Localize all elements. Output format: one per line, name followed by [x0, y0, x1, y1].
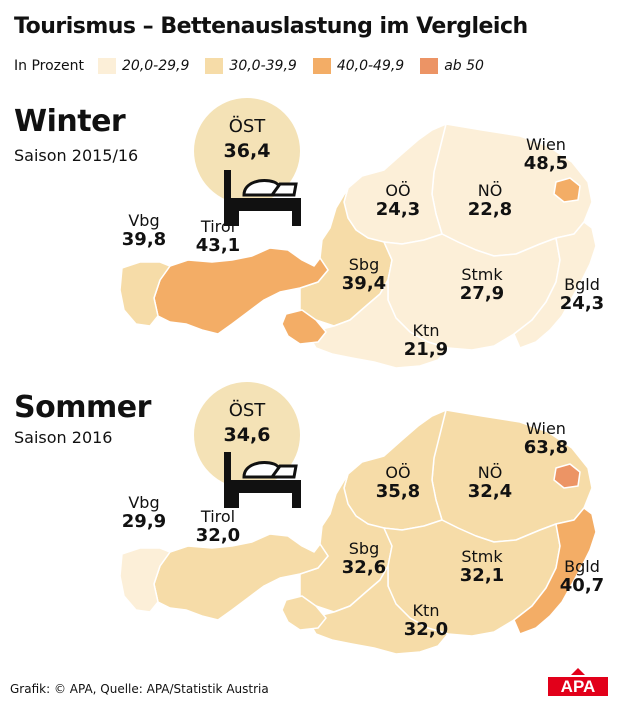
legend-unit: In Prozent: [14, 58, 84, 74]
winter-subtitle: Saison 2015/16: [14, 146, 139, 165]
region-osttirol: [281, 595, 327, 631]
label-stmk: Stmk 32,1: [459, 547, 505, 587]
legend: In Prozent 20,0-29,9 30,0-39,9 40,0-49,9…: [14, 58, 492, 74]
region-osttirol: [281, 309, 327, 345]
region-vbg: [119, 547, 171, 613]
legend-label: 30,0-39,9: [229, 58, 297, 74]
winter-map: [119, 123, 597, 369]
sommer-title: Sommer: [14, 390, 151, 425]
label-wien: Wien 48,5: [523, 135, 569, 175]
bed-icon: [224, 170, 301, 226]
label-noe: NÖ 32,4: [467, 463, 513, 503]
legend-item: 40,0-49,9: [312, 58, 405, 74]
label-ktn: Ktn 21,9: [403, 321, 449, 361]
label-noe: NÖ 22,8: [467, 181, 513, 221]
winter-title: Winter: [14, 104, 126, 139]
region-vbg: [119, 261, 171, 327]
label-stmk: Stmk 27,9: [459, 265, 505, 305]
sommer-subtitle: Saison 2016: [14, 428, 113, 447]
region-bgld: [513, 507, 597, 635]
legend-label: 40,0-49,9: [336, 58, 405, 74]
region-wien: [553, 463, 581, 489]
chart-title: Tourismus – Bettenauslastung im Vergleic…: [14, 14, 528, 39]
region-tirol: [153, 247, 329, 335]
label-sbg: Sbg 32,6: [341, 539, 387, 579]
label-wien: Wien 63,8: [523, 419, 569, 459]
total-name: ÖST: [228, 116, 266, 137]
logo-text: APA: [561, 677, 596, 696]
label-ooe: OÖ 24,3: [375, 181, 421, 221]
label-sbg: Sbg 39,4: [341, 255, 387, 295]
legend-item: 20,0-29,9: [98, 58, 189, 74]
legend-item: ab 50: [420, 58, 484, 74]
region-ktn: [309, 279, 449, 369]
legend-label: 20,0-29,9: [122, 58, 190, 74]
label-vbg: Vbg 29,9: [121, 493, 167, 533]
label-bgld: Bgld 40,7: [559, 557, 605, 597]
label-tirol: Tirol 32,0: [195, 507, 241, 547]
legend-swatch: [205, 58, 224, 74]
label-tirol: Tirol 43,1: [195, 217, 241, 257]
label-vbg: Vbg 39,8: [121, 211, 167, 251]
total-value: 34,6: [223, 424, 271, 446]
sommer-map: [119, 409, 597, 655]
region-bgld: [513, 221, 597, 349]
bed-icon: [224, 452, 301, 508]
legend-label: ab 50: [444, 58, 484, 74]
total-name: ÖST: [228, 400, 266, 421]
total-value: 36,4: [223, 140, 271, 162]
label-ooe: OÖ 35,8: [375, 463, 421, 503]
label-ktn: Ktn 32,0: [403, 601, 449, 641]
legend-swatch: [312, 58, 331, 74]
legend-swatch: [420, 58, 439, 74]
region-ktn: [309, 565, 449, 655]
source-credit: Grafik: © APA, Quelle: APA/Statistik Aus…: [10, 682, 269, 696]
legend-item: 30,0-39,9: [205, 58, 297, 74]
label-bgld: Bgld 24,3: [559, 275, 605, 315]
region-wien: [553, 177, 581, 203]
region-tirol: [153, 533, 329, 621]
apa-logo: APA: [548, 668, 608, 696]
legend-swatch: [98, 58, 116, 74]
